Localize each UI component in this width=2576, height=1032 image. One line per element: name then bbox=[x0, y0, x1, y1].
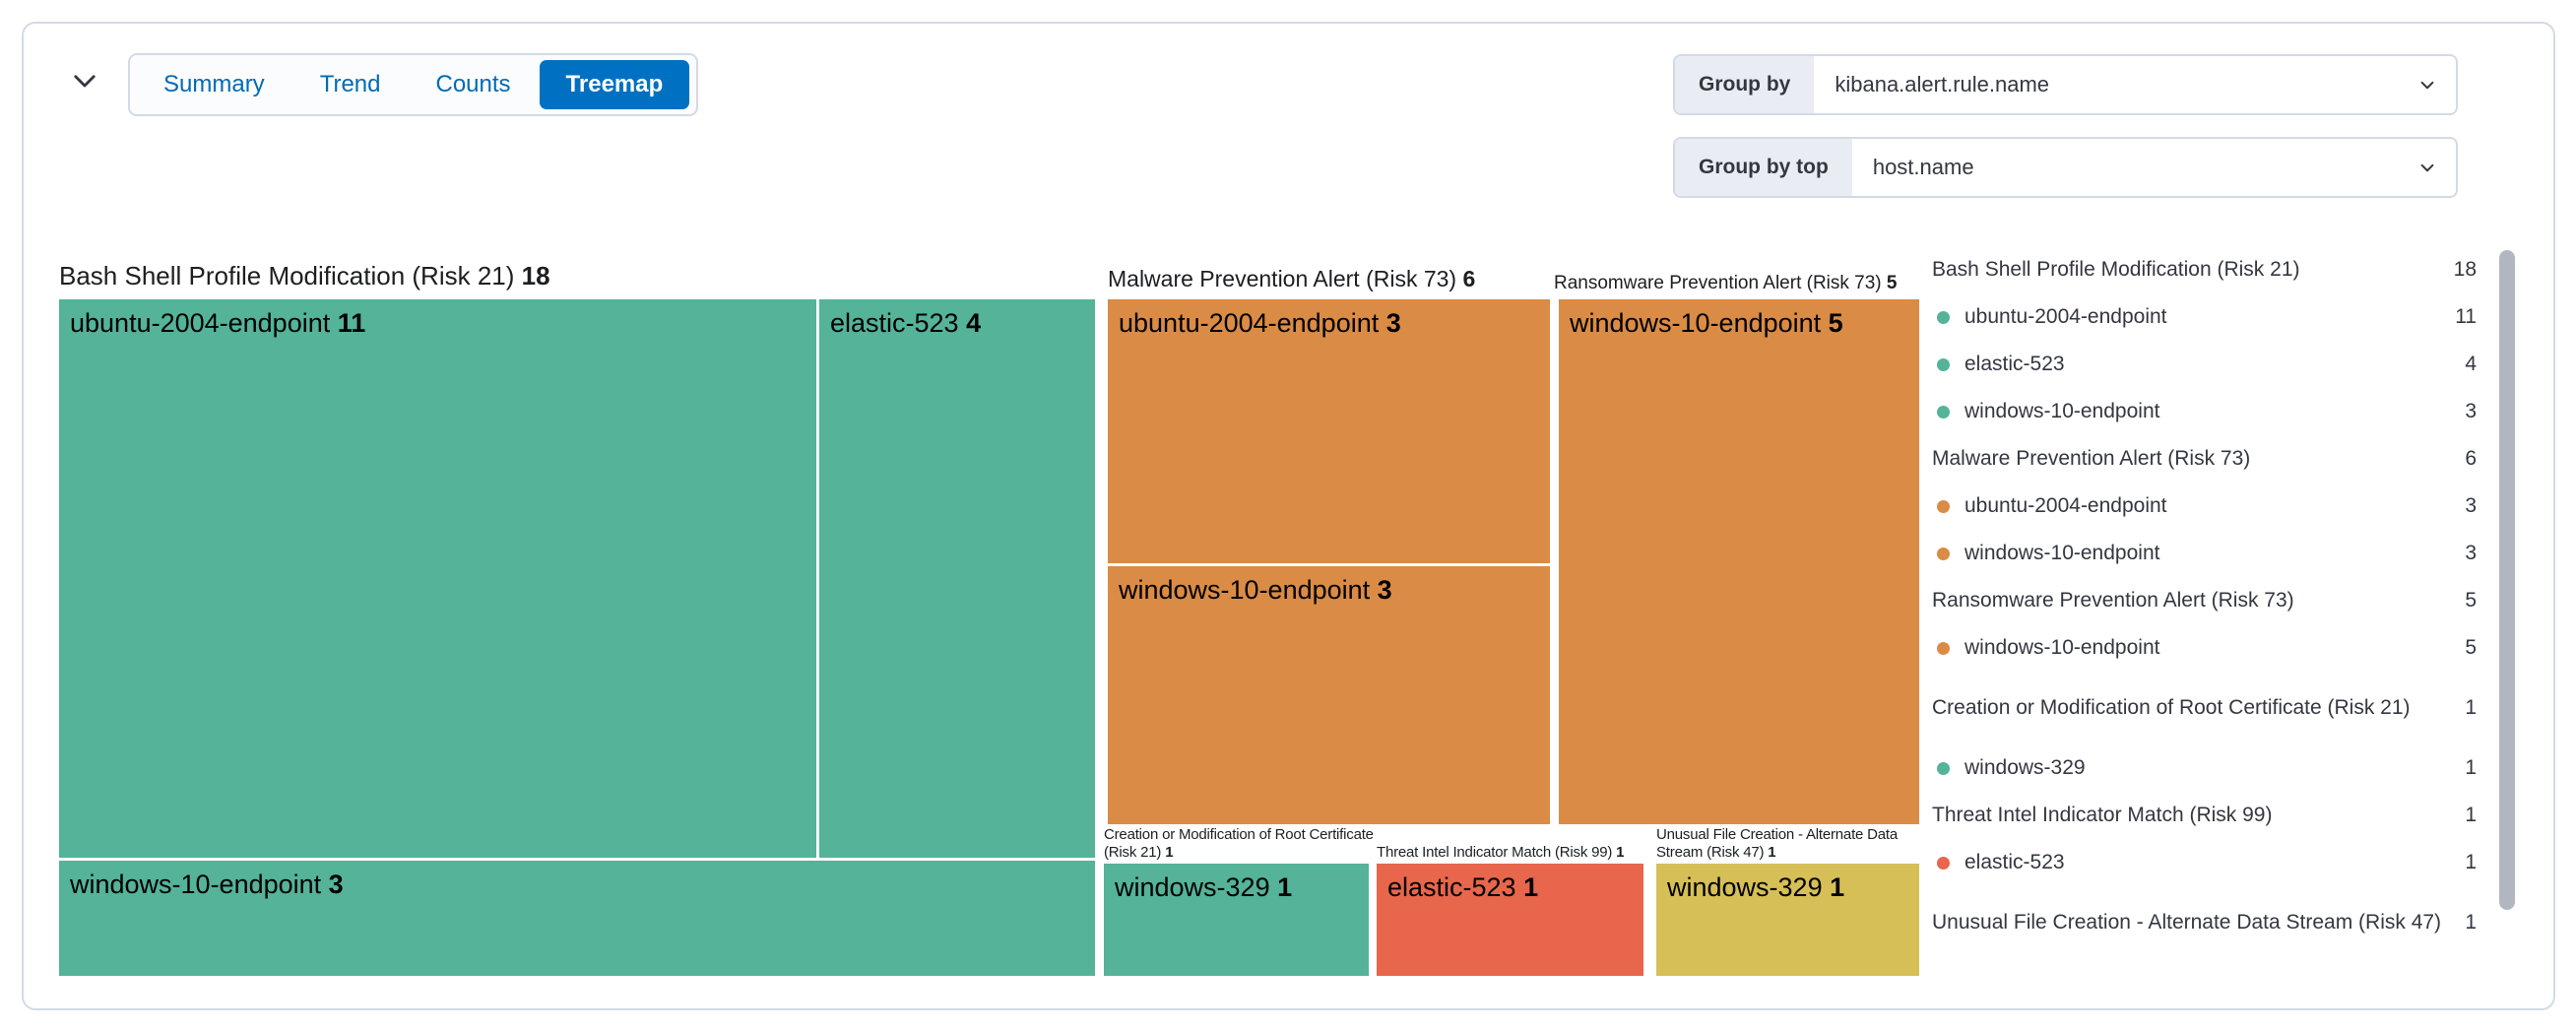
legend-count: 11 bbox=[2455, 305, 2477, 328]
legend-count: 18 bbox=[2453, 258, 2477, 281]
chevron-down-icon bbox=[68, 64, 101, 102]
legend-rule-item[interactable]: Bash Shell Profile Modification (Risk 21… bbox=[1932, 257, 2477, 281]
legend-color-dot bbox=[1937, 405, 1950, 419]
legend-count: 1 bbox=[2465, 851, 2477, 873]
treemap-cell[interactable]: elastic-523 1 bbox=[1377, 864, 1643, 976]
legend-count: 1 bbox=[2465, 911, 2477, 934]
legend-count: 6 bbox=[2465, 447, 2477, 470]
legend-rule-item[interactable]: Ransomware Prevention Alert (Risk 73) 5 bbox=[1932, 588, 2477, 612]
treemap-group-header: Malware Prevention Alert (Risk 73) 6 bbox=[1108, 266, 1476, 291]
treemap-group-header: Creation or Modification of Root Certifi… bbox=[1104, 826, 1374, 861]
chevron-down-icon bbox=[2415, 139, 2456, 196]
legend-count: 1 bbox=[2465, 756, 2477, 779]
treemap-group-header: Unusual File Creation - Alternate Data S… bbox=[1656, 826, 1899, 861]
group-by-top-select[interactable]: Group by top host.name bbox=[1673, 137, 2458, 198]
legend-count: 4 bbox=[2465, 353, 2477, 375]
treemap-group-header: Threat Intel Indicator Match (Risk 99) 1 bbox=[1377, 844, 1625, 861]
group-by-label: Group by bbox=[1675, 56, 1815, 113]
tab-treemap[interactable]: Treemap bbox=[539, 60, 690, 109]
legend-color-dot bbox=[1937, 856, 1950, 870]
legend-count: 1 bbox=[2465, 804, 2477, 826]
tab-trend[interactable]: Trend bbox=[319, 71, 381, 97]
group-by-value: kibana.alert.rule.name bbox=[1835, 72, 2050, 97]
treemap-cell[interactable]: ubuntu-2004-endpoint 3 bbox=[1108, 299, 1550, 563]
treemap-cell[interactable]: windows-10-endpoint 3 bbox=[59, 861, 1095, 976]
legend-count: 1 bbox=[2465, 696, 2477, 719]
legend-color-dot bbox=[1937, 547, 1950, 560]
legend-count: 3 bbox=[2465, 400, 2477, 422]
legend-count: 3 bbox=[2465, 542, 2477, 564]
legend-color-dot bbox=[1937, 310, 1950, 324]
legend-count: 5 bbox=[2465, 589, 2477, 612]
treemap-legend: Bash Shell Profile Modification (Risk 21… bbox=[1932, 246, 2477, 959]
legend-host-item[interactable]: windows-329 1 bbox=[1932, 744, 2477, 792]
view-mode-button-group: Summary Trend Counts Treemap bbox=[128, 53, 699, 116]
legend-host-item[interactable]: windows-10-endpoint 5 bbox=[1932, 624, 2477, 672]
legend-color-dot bbox=[1937, 357, 1950, 371]
treemap-cell[interactable]: windows-10-endpoint 5 bbox=[1559, 299, 1919, 824]
legend-host-item[interactable]: windows-10-endpoint 3 bbox=[1932, 388, 2477, 435]
legend-host-item[interactable]: elastic-523 4 bbox=[1932, 341, 2477, 388]
tab-summary[interactable]: Summary bbox=[163, 71, 265, 97]
tab-counts[interactable]: Counts bbox=[435, 71, 511, 97]
legend-color-dot bbox=[1937, 641, 1950, 655]
legend-rule-item[interactable]: Creation or Modification of Root Certifi… bbox=[1932, 695, 2477, 719]
legend-host-item[interactable]: windows-10-endpoint 3 bbox=[1932, 530, 2477, 577]
legend-rule-item[interactable]: Malware Prevention Alert (Risk 73) 6 bbox=[1932, 446, 2477, 470]
legend-host-item[interactable]: elastic-523 1 bbox=[1932, 839, 2477, 886]
treemap-cell[interactable]: ubuntu-2004-endpoint 11 bbox=[59, 299, 816, 858]
treemap-group-header: Bash Shell Profile Modification (Risk 21… bbox=[59, 261, 550, 290]
treemap-cell[interactable]: windows-10-endpoint 3 bbox=[1108, 566, 1550, 824]
legend-rule-item[interactable]: Unusual File Creation - Alternate Data S… bbox=[1932, 910, 2477, 934]
legend-count: 5 bbox=[2465, 636, 2477, 659]
treemap-cell[interactable]: windows-329 1 bbox=[1656, 864, 1919, 976]
group-by-top-value: host.name bbox=[1872, 155, 1974, 179]
legend-host-item[interactable]: ubuntu-2004-endpoint 3 bbox=[1932, 483, 2477, 530]
treemap-cell[interactable]: windows-329 1 bbox=[1104, 864, 1369, 976]
legend-scrollbar-thumb[interactable] bbox=[2499, 250, 2515, 910]
treemap-cell[interactable]: elastic-523 4 bbox=[819, 299, 1095, 858]
legend-host-item[interactable]: ubuntu-2004-endpoint 11 bbox=[1932, 293, 2477, 341]
legend-rule-item[interactable]: Threat Intel Indicator Match (Risk 99) 1 bbox=[1932, 803, 2477, 826]
chevron-down-icon bbox=[2415, 56, 2456, 113]
legend-count: 3 bbox=[2465, 494, 2477, 517]
treemap-group-header: Ransomware Prevention Alert (Risk 73) 5 bbox=[1554, 273, 1898, 293]
group-by-select[interactable]: Group by kibana.alert.rule.name bbox=[1673, 54, 2458, 115]
legend-color-dot bbox=[1937, 761, 1950, 775]
legend-color-dot bbox=[1937, 499, 1950, 513]
collapse-panel-button[interactable] bbox=[61, 59, 108, 106]
group-by-top-label: Group by top bbox=[1675, 139, 1852, 196]
